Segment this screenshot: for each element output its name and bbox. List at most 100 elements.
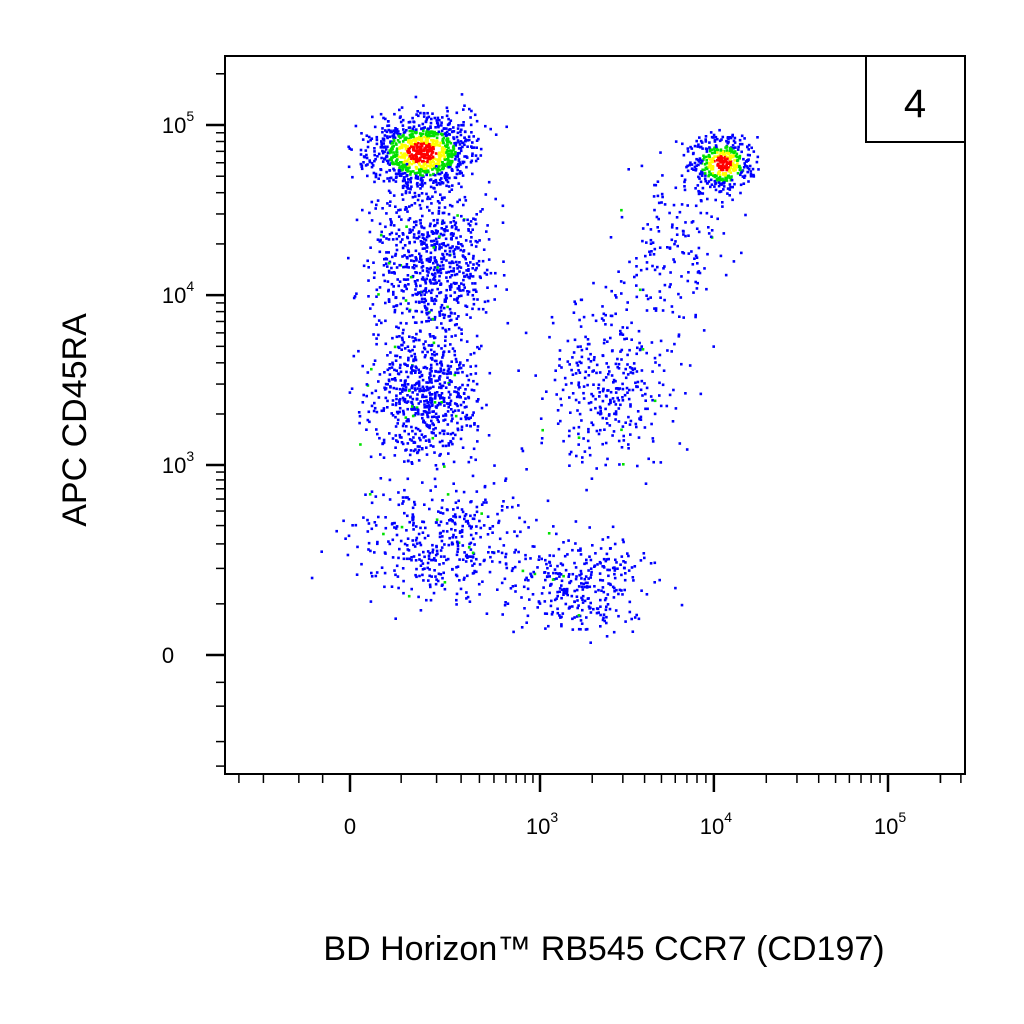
event-dot [474, 364, 478, 368]
event-dot [424, 280, 427, 283]
event-dot [409, 275, 413, 279]
event-dot [412, 120, 416, 124]
event-dot [443, 555, 446, 558]
event-dot [375, 342, 378, 346]
event-dot [615, 588, 618, 592]
event-dot [615, 561, 618, 564]
event-dot [719, 151, 722, 155]
event-dot [432, 428, 435, 431]
event-dot [733, 141, 737, 144]
event-dot [413, 240, 416, 244]
event-dot [438, 431, 442, 435]
event-dot [469, 231, 473, 234]
event-dot [405, 529, 408, 532]
event-dot [452, 508, 455, 511]
event-dot [438, 144, 442, 147]
event-dot [729, 147, 732, 150]
event-dot [582, 582, 586, 586]
event-dot [389, 223, 393, 227]
event-dot [599, 578, 602, 582]
event-dot [359, 148, 363, 152]
event-dot [391, 414, 395, 417]
event-dot [453, 323, 457, 327]
event-dot [487, 180, 491, 184]
event-dot [426, 197, 429, 201]
event-dot [420, 297, 424, 301]
event-dot [369, 138, 372, 142]
event-dot [393, 112, 396, 116]
event-dot [731, 162, 735, 165]
event-dot [524, 331, 528, 335]
event-dot [626, 363, 629, 366]
event-dot [420, 310, 424, 314]
event-dot [618, 588, 622, 592]
event-dot [418, 132, 422, 135]
event-dot [380, 144, 384, 147]
event-dot [458, 161, 461, 164]
event-dot [471, 228, 474, 231]
event-dot [391, 134, 394, 138]
event-dot [504, 601, 507, 604]
event-dot [444, 444, 448, 448]
event-dot [412, 161, 416, 165]
event-dot [386, 202, 389, 205]
event-dot [456, 404, 459, 408]
event-dot [410, 400, 413, 404]
event-dot [619, 329, 622, 333]
event-dot [488, 570, 492, 574]
event-dot [690, 147, 694, 150]
event-dot [419, 152, 423, 156]
event-dot [637, 617, 641, 621]
event-dot [434, 559, 437, 562]
event-dot [658, 272, 662, 276]
event-dot [437, 394, 441, 397]
event-dot [435, 549, 439, 553]
event-dot [747, 180, 750, 183]
event-dot [370, 571, 373, 575]
event-dot [620, 292, 623, 295]
event-dot [697, 192, 701, 196]
event-dot [472, 135, 475, 138]
event-dot [415, 220, 418, 223]
event-dot [378, 173, 382, 177]
event-dot [485, 273, 489, 276]
event-dot [357, 411, 361, 414]
event-dot [578, 412, 582, 416]
event-dot [428, 440, 431, 443]
event-dot [757, 168, 760, 171]
event-dot [395, 394, 398, 397]
event-dot [395, 131, 398, 134]
event-dot [471, 551, 475, 555]
event-dot [589, 601, 592, 605]
event-dot [426, 413, 429, 416]
event-dot [568, 429, 571, 433]
event-dot [410, 153, 413, 156]
event-dot [498, 560, 502, 564]
event-dot [483, 271, 487, 275]
event-dot [360, 132, 363, 135]
event-dot [402, 341, 406, 344]
event-dot [392, 132, 396, 136]
event-dot [432, 186, 435, 190]
event-dot [649, 253, 652, 256]
event-dot [406, 187, 409, 190]
event-dot [395, 369, 398, 372]
event-dot [742, 182, 746, 185]
event-dot [431, 168, 434, 171]
event-dot [714, 182, 717, 186]
event-dot [409, 180, 412, 184]
event-dot [434, 553, 438, 557]
event-dot [728, 183, 732, 186]
event-dot [408, 146, 412, 150]
event-dot [390, 231, 394, 235]
event-dot [422, 410, 426, 413]
event-dot [460, 128, 463, 132]
event-dot [370, 367, 373, 371]
event-dot [575, 575, 578, 578]
event-dot [430, 558, 433, 562]
event-dot [383, 386, 386, 390]
event-dot [446, 180, 450, 184]
event-dot [543, 612, 547, 615]
event-dot [440, 347, 443, 350]
event-dot [486, 299, 490, 303]
